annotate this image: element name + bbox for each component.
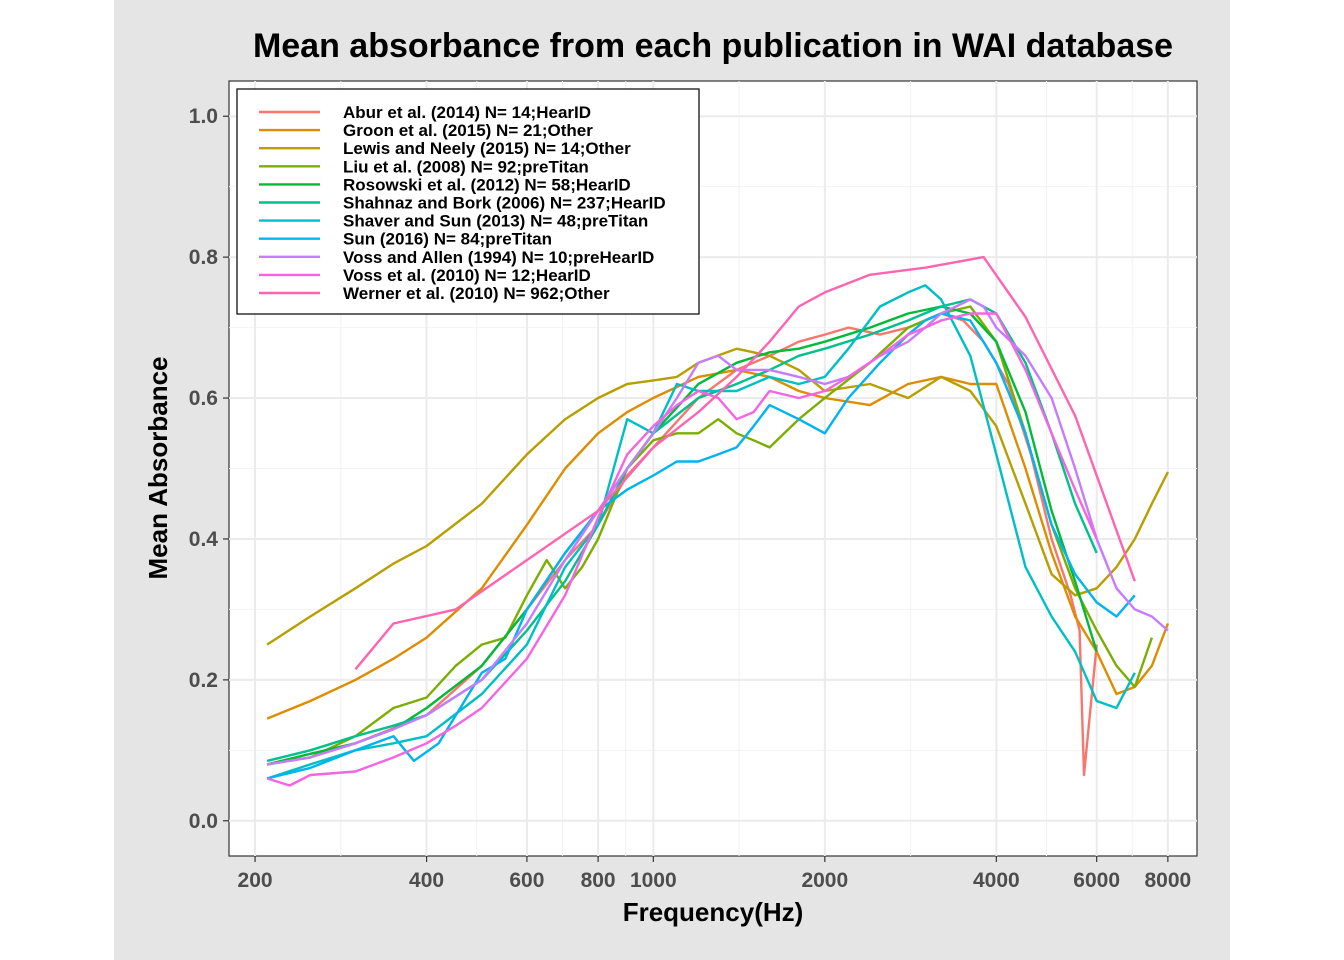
axes: 200 400 600 800 1000 2000 4000 6000 8000 0.0 0.2 0.… [189, 105, 1191, 892]
legend-label: Shaver and Sun (2013) N= 48;preTitan [343, 212, 648, 231]
x-tick-label: 200 [238, 869, 273, 892]
y-tick-label: 0.2 [189, 669, 218, 692]
legend-label: Voss and Allen (1994) N= 10;preHearID [343, 248, 654, 267]
legend-label: Groon et al. (2015) N= 21;Other [343, 121, 593, 140]
series-line [266, 284, 1136, 780]
x-tick-label: 6000 [1073, 869, 1120, 892]
legend-label: Rosowski et al. (2012) N= 58;HearID [343, 175, 631, 194]
series-line [354, 255, 1136, 671]
x-tick-label: 2000 [801, 869, 848, 892]
legend-label: Voss et al. (2010) N= 12;HearID [343, 266, 591, 285]
legend-label: Lewis and Neely (2015) N= 14;Other [343, 139, 631, 158]
x-tick-label: 1000 [630, 869, 677, 892]
y-tick-label: 0.4 [189, 528, 219, 551]
x-tick-label: 400 [409, 869, 444, 892]
series-line [266, 312, 1136, 780]
series-line [266, 305, 1098, 766]
legend-label: Shahnaz and Bork (2006) N= 237;HearID [343, 194, 666, 213]
y-tick-label: 0.8 [189, 246, 219, 269]
x-axis-title: Frequency(Hz) [623, 897, 804, 927]
y-axis-title: Mean Absorbance [143, 357, 173, 580]
legend-label: Werner et al. (2010) N= 962;Other [343, 284, 610, 303]
series-lines [266, 255, 1170, 787]
legend-label: Sun (2016) N= 84;preTitan [343, 230, 552, 249]
series-line [266, 298, 1169, 766]
series-line [266, 312, 1098, 787]
x-tick-label: 4000 [973, 869, 1020, 892]
x-tick-label: 8000 [1144, 869, 1191, 892]
y-tick-label: 0.6 [189, 387, 218, 410]
y-tick-label: 1.0 [189, 105, 218, 128]
x-tick-label: 600 [509, 869, 544, 892]
x-tick-label: 800 [581, 869, 616, 892]
legend-label: Liu et al. (2008) N= 92;preTitan [343, 157, 589, 176]
chart-title: Mean absorbance from each publication in… [253, 27, 1173, 65]
y-tick-label: 0.0 [189, 810, 218, 833]
legend-label: Abur et al. (2014) N= 14;HearID [343, 103, 591, 122]
